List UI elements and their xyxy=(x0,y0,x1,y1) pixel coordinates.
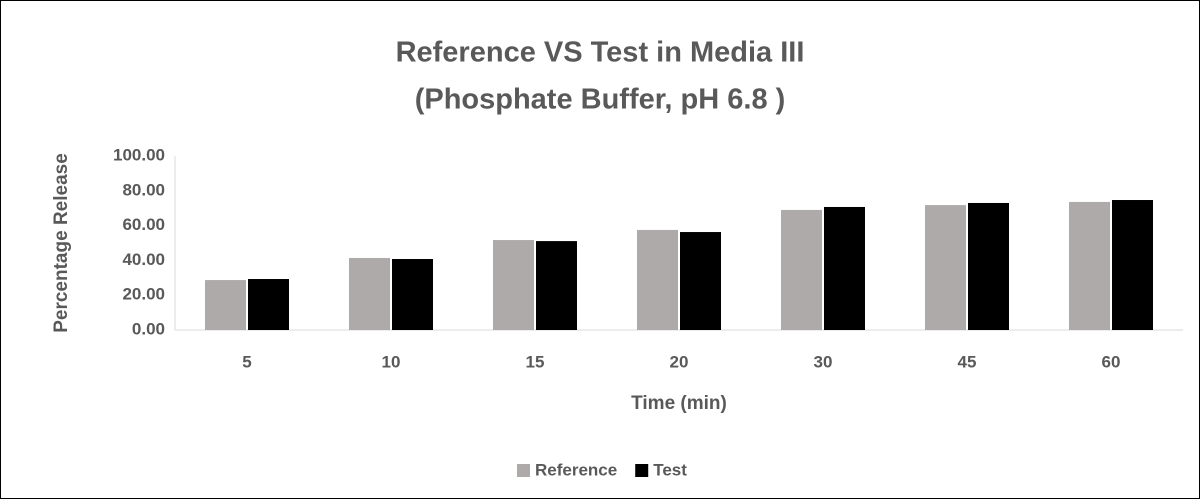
bar xyxy=(637,229,678,330)
y-tick-label: 40.00 xyxy=(122,250,165,269)
bar xyxy=(349,257,390,330)
bar xyxy=(392,259,433,330)
x-tick-label: 20 xyxy=(670,352,689,371)
bar xyxy=(205,280,246,330)
chart-title: (Phosphate Buffer, pH 6.8 ) xyxy=(415,84,786,116)
x-tick-label: 30 xyxy=(814,352,833,371)
bar xyxy=(536,241,577,330)
bar xyxy=(1069,201,1110,330)
x-tick-label: 15 xyxy=(526,352,545,371)
y-tick-label: 80.00 xyxy=(122,180,165,199)
legend-swatch xyxy=(635,464,649,477)
bar xyxy=(968,202,1009,330)
legend-swatch xyxy=(517,464,530,477)
bar xyxy=(248,279,289,330)
bar xyxy=(1112,200,1153,330)
x-tick-label: 10 xyxy=(382,352,401,371)
y-tick-label: 20.00 xyxy=(122,285,165,304)
x-tick-label: 60 xyxy=(1102,352,1121,371)
x-axis-title: Time (min) xyxy=(631,393,727,414)
legend-label: Reference xyxy=(535,460,617,479)
x-tick-label: 45 xyxy=(958,352,977,371)
x-tick-label: 5 xyxy=(242,352,251,371)
bar xyxy=(925,205,966,330)
bar xyxy=(824,206,865,330)
y-tick-label: 100.00 xyxy=(113,145,165,164)
chart-title: Reference VS Test in Media III xyxy=(396,37,805,69)
y-axis-title: Percentage Release xyxy=(51,153,72,333)
y-tick-label: 0.00 xyxy=(132,319,165,338)
bar xyxy=(680,232,721,330)
y-tick-label: 60.00 xyxy=(122,215,165,234)
bar xyxy=(781,209,822,330)
bar xyxy=(493,240,534,330)
legend-label: Test xyxy=(653,460,687,479)
